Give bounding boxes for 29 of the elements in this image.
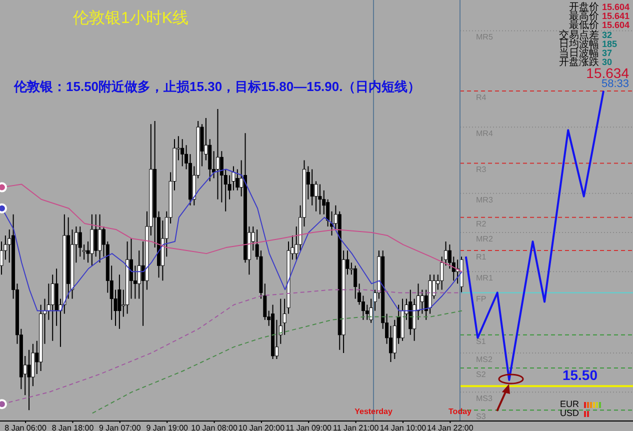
text: 185 <box>602 38 618 50</box>
text: 日均波幅 <box>558 38 599 50</box>
annotation: EUR <box>560 399 580 409</box>
annotation: USD <box>560 408 580 418</box>
text: 32 <box>602 30 614 40</box>
x-tick-label: 14 Jan 22:00 <box>427 424 474 431</box>
ref-line-label: S1 <box>476 336 486 346</box>
x-tick-label: 8 Jan 18:00 <box>52 424 94 431</box>
text: 15.604 <box>602 20 631 32</box>
x-tick-label: 11 Jan 21:00 <box>332 424 380 431</box>
x-tick-label: 14 Jan 10:00 <box>380 424 427 431</box>
text: 15.604 <box>602 2 631 12</box>
x-tick-label: 9 Jan 07:00 <box>99 424 142 431</box>
chart-subtitle: 伦敦银：15.50附近做多，止损15.30，目标15.80—15.90.（日内短线） <box>14 78 421 96</box>
text: 开盘价 <box>568 2 599 13</box>
x-tick-label: 9 Jan 19:00 <box>146 424 189 431</box>
x-tick-label: 10 Jan 08:00 <box>191 424 238 431</box>
chart-title: 伦敦银1小时K线 <box>73 8 189 29</box>
annotation: 15.50 <box>562 367 598 384</box>
text: 37 <box>602 48 614 58</box>
annotation: Today <box>448 407 472 416</box>
x-tick-label: 11 Jan 09:00 <box>286 424 332 431</box>
annotation: Yesterday <box>354 407 394 416</box>
text: 15.641 <box>602 11 631 22</box>
text: 30 <box>602 57 614 68</box>
text: 58:33 <box>601 78 629 90</box>
text: 当日波幅 <box>558 48 599 59</box>
x-tick-label: 10 Jan 20:00 <box>238 424 286 431</box>
x-tick-label: 8 Jan 06:00 <box>4 424 48 431</box>
